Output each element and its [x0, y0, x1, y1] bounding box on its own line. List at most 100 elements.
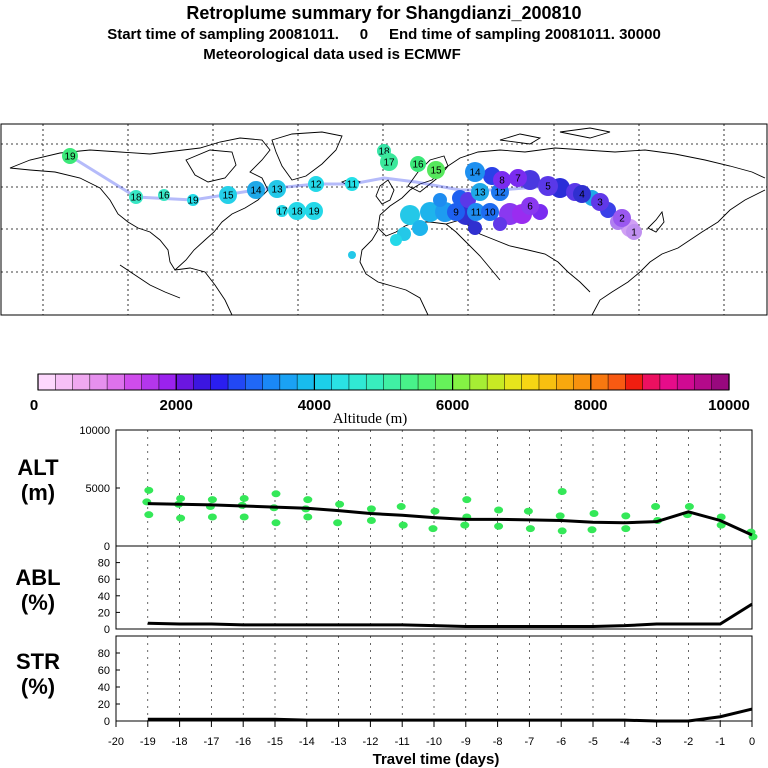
altitude-scatter-point — [303, 513, 313, 521]
plume-marker — [573, 185, 591, 203]
plume-day-label: 4 — [579, 190, 585, 201]
plume-day-label: 11 — [471, 208, 482, 219]
x-tick-label: -13 — [331, 736, 347, 748]
altitude-scatter-point — [207, 513, 217, 521]
x-axis-title: Travel time (days) — [373, 751, 500, 768]
plume-day-label: 19 — [187, 196, 199, 207]
plume-marker — [158, 189, 170, 201]
y-tick-label: 40 — [98, 591, 110, 603]
colorbar-tick-label: 8000 — [574, 397, 607, 414]
colorbar-tick-label: 10000 — [708, 397, 750, 414]
plume-spread-blob — [468, 221, 482, 235]
abl-panel-unit: (%) — [21, 590, 55, 615]
altitude-scatter-point — [144, 486, 154, 494]
colorbar-segment — [383, 374, 402, 390]
colorbar-segment — [521, 374, 540, 390]
plume-day-label: 2 — [619, 214, 625, 225]
altitude-scatter-point — [396, 503, 406, 511]
colorbar-segment — [625, 374, 644, 390]
y-tick-label: 20 — [98, 607, 110, 619]
altitude-scatter-point — [589, 510, 599, 518]
colorbar-segment — [107, 374, 125, 390]
altitude-scatter-point — [271, 519, 281, 527]
colorbar-segment — [38, 374, 56, 390]
colorbar-segment — [487, 374, 506, 390]
altitude-scatter-point — [333, 519, 343, 527]
plume-day-label: 15 — [430, 166, 442, 177]
plume-marker — [626, 224, 642, 240]
altitude-scatter-point — [494, 506, 504, 514]
plume-marker — [465, 162, 485, 182]
altitude-scatter-point — [460, 521, 470, 529]
plume-day-label: 7 — [515, 174, 521, 185]
colorbar-segment — [435, 374, 454, 390]
plume-day-label: 9 — [453, 208, 459, 219]
colorbar-segment — [659, 374, 678, 390]
plume-day-label: 16 — [412, 160, 424, 171]
series-line-str — [147, 707, 753, 723]
x-tick-label: -1 — [715, 736, 725, 748]
plume-day-label: 14 — [250, 186, 262, 197]
plume-marker — [276, 205, 288, 217]
x-tick-label: -20 — [108, 736, 124, 748]
y-tick-label: 60 — [98, 574, 110, 586]
colorbar-segment — [556, 374, 575, 390]
colorbar-segment — [504, 374, 523, 390]
plume-marker — [427, 161, 445, 179]
plume-spread-blob — [412, 220, 428, 236]
plume-day-label: 14 — [469, 168, 481, 179]
plume-marker — [613, 209, 631, 227]
x-tick-label: -6 — [556, 736, 566, 748]
plume-day-label: 16 — [158, 191, 170, 202]
altitude-colorbar: 0 2000 4000 6000 8000 10000 — [30, 373, 750, 414]
series-line-abl — [147, 602, 753, 629]
x-tick-label: -17 — [203, 736, 219, 748]
plume-day-label: 19 — [308, 207, 320, 218]
altitude-scatter-point — [428, 525, 438, 533]
colorbar-segment — [590, 374, 609, 390]
plume-marker — [305, 202, 323, 220]
plume-day-label: 18 — [291, 207, 303, 218]
plume-day-label: 6 — [527, 202, 533, 213]
colorbar-segment — [348, 374, 367, 390]
plume-marker — [62, 148, 78, 164]
y-tick-label: 0 — [104, 541, 110, 553]
x-tick-label: -11 — [395, 736, 410, 748]
colorbar-segment — [89, 374, 108, 390]
colorbar-segment — [279, 374, 298, 390]
y-tick-label: 20 — [98, 699, 110, 711]
alt-panel-label: ALT — [17, 455, 59, 480]
colorbar-segment — [711, 374, 730, 390]
altitude-scatter-point — [366, 516, 376, 524]
plume-day-label: 8 — [499, 176, 505, 187]
plume-marker — [380, 153, 398, 171]
plume-marker — [345, 177, 359, 191]
x-tick-label: -10 — [426, 736, 442, 748]
plume-marker — [410, 156, 426, 172]
plume-marker — [308, 176, 324, 192]
colorbar-segment — [210, 374, 229, 390]
plume-spread-blob — [493, 217, 507, 231]
colorbar-tick-label: 0 — [30, 397, 38, 414]
colorbar-segment — [331, 374, 350, 390]
plume-spread-blob — [433, 193, 447, 207]
altitude-scatter-point — [557, 527, 567, 535]
altitude-scatter-point — [555, 512, 565, 520]
plume-day-label: 10 — [484, 208, 496, 219]
plume-day-label: 12 — [310, 180, 322, 191]
colorbar-segment — [677, 374, 696, 390]
colorbar-segment — [158, 374, 177, 390]
plume-marker — [538, 176, 558, 196]
x-tick-label: -12 — [362, 736, 378, 748]
y-tick-label: 0 — [104, 624, 110, 636]
colorbar-segment — [193, 374, 212, 390]
y-tick-label: 0 — [104, 716, 110, 728]
colorbar-segment — [469, 374, 488, 390]
x-tick-label: -15 — [267, 736, 283, 748]
y-tick-label: 10000 — [79, 425, 110, 437]
plume-day-label: 18 — [378, 147, 390, 158]
x-tick-label: 0 — [749, 736, 755, 748]
altitude-scatter-point — [144, 511, 154, 519]
altitude-scatter-point — [557, 487, 567, 495]
